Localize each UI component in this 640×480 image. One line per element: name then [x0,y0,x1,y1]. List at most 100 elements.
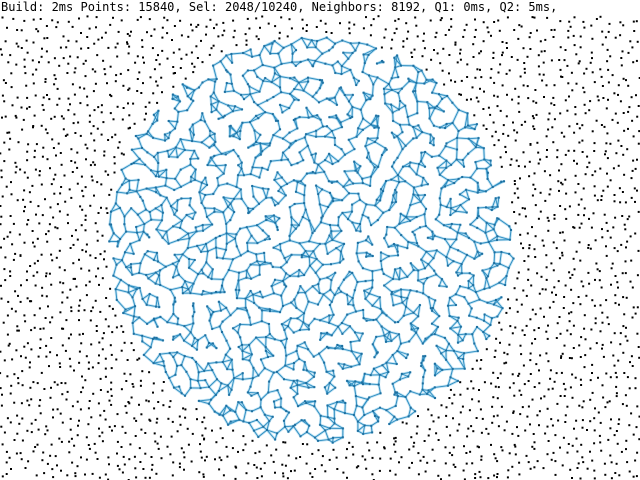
point [432,420,435,423]
point [244,33,247,36]
neighbor-link [264,77,272,83]
point [110,95,113,98]
neighbor-link [157,162,159,172]
point [32,274,35,277]
point [507,298,510,301]
point [398,461,400,464]
point [126,41,128,44]
point [608,400,611,403]
point [166,57,169,60]
point [526,85,529,88]
neighbor-link [362,62,366,73]
point [517,165,520,168]
point [601,228,603,231]
point [613,364,616,367]
point [626,240,629,243]
point [632,20,635,23]
background-points [0,15,640,480]
point [5,473,8,475]
neighbor-link [306,40,313,48]
point [13,439,16,441]
point [506,353,509,356]
point [630,196,633,199]
neighbor-link [264,111,273,115]
point [157,401,160,403]
neighbor-link [269,43,273,54]
point [166,19,169,22]
point [540,275,543,278]
point [263,462,266,465]
point [516,58,519,61]
point [29,200,32,203]
point [274,25,277,28]
neighbor-link [397,92,401,102]
point [578,404,581,407]
point [65,319,68,322]
point [92,90,95,93]
point [604,36,607,39]
point [597,99,600,102]
point [522,47,525,50]
point [171,474,174,477]
point [593,442,596,445]
point [611,262,614,265]
point [541,79,544,82]
point [496,397,499,400]
point [563,239,566,242]
point [126,33,129,35]
neighbor-link [192,124,195,135]
point [76,400,79,403]
point [602,189,605,192]
point [587,246,590,249]
point [583,207,586,210]
point [542,467,545,470]
point [615,430,618,432]
point [548,193,551,196]
point [51,468,54,471]
point [559,20,562,23]
point [67,222,69,225]
point [636,405,639,408]
point [624,272,627,275]
neighbor-link [483,148,485,160]
point [39,18,42,20]
point [513,183,516,186]
point [0,372,2,375]
point [191,432,194,435]
point [459,58,462,61]
point [547,219,550,222]
point [158,63,161,66]
point [474,18,476,21]
point [84,218,87,221]
point [74,132,77,134]
point [460,79,463,82]
point [568,205,571,208]
point [564,153,567,156]
point [3,160,6,163]
point [561,352,564,355]
point [534,89,537,91]
point [529,32,532,34]
neighbor-link [190,90,195,100]
point [459,52,461,55]
point [46,158,49,161]
point [621,215,624,217]
point [622,77,625,80]
point [26,176,29,179]
point [10,181,12,184]
neighbor-link [402,162,411,168]
point [29,386,32,389]
neighbor-link [255,111,266,117]
point [113,162,116,165]
neighbor-link [291,162,298,166]
point [445,406,448,409]
point [46,94,48,96]
point [87,444,90,446]
point [596,95,599,98]
neighbor-link [293,82,300,90]
point [471,367,474,370]
point [41,104,44,107]
neighbor-link [394,57,402,66]
point [502,132,505,135]
